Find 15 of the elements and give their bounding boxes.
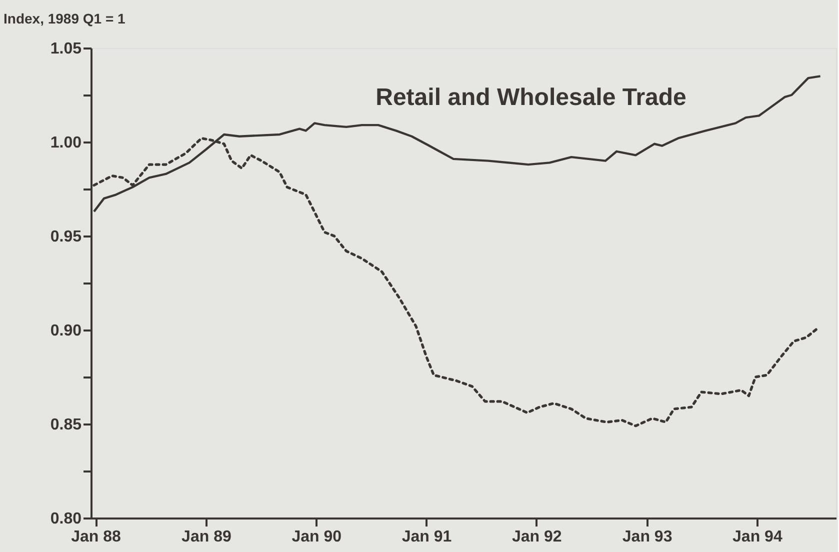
x-tick-label: Jan 92	[512, 528, 562, 546]
y-tick-label: 0.85	[50, 416, 82, 434]
x-tick-label: Jan 91	[402, 528, 452, 546]
x-tick-label: Jan 90	[292, 528, 342, 546]
x-tick-label: Jan 88	[71, 528, 122, 546]
y-tick-label: 0.80	[50, 510, 82, 528]
y-tick-label: 1.00	[50, 134, 82, 152]
x-tick-label: Jan 93	[622, 528, 672, 546]
y-tick-label: 0.90	[50, 322, 82, 340]
text: Retail and Wholesale Trade	[376, 84, 686, 111]
y-tick-label: 0.95	[50, 228, 82, 246]
x-tick-label: Jan 94	[732, 528, 782, 546]
y-axis-title: Index, 1989 Q1 = 1	[4, 10, 126, 26]
x-tick-label: Jan 89	[182, 528, 232, 546]
y-tick-label: 1.05	[50, 40, 82, 58]
